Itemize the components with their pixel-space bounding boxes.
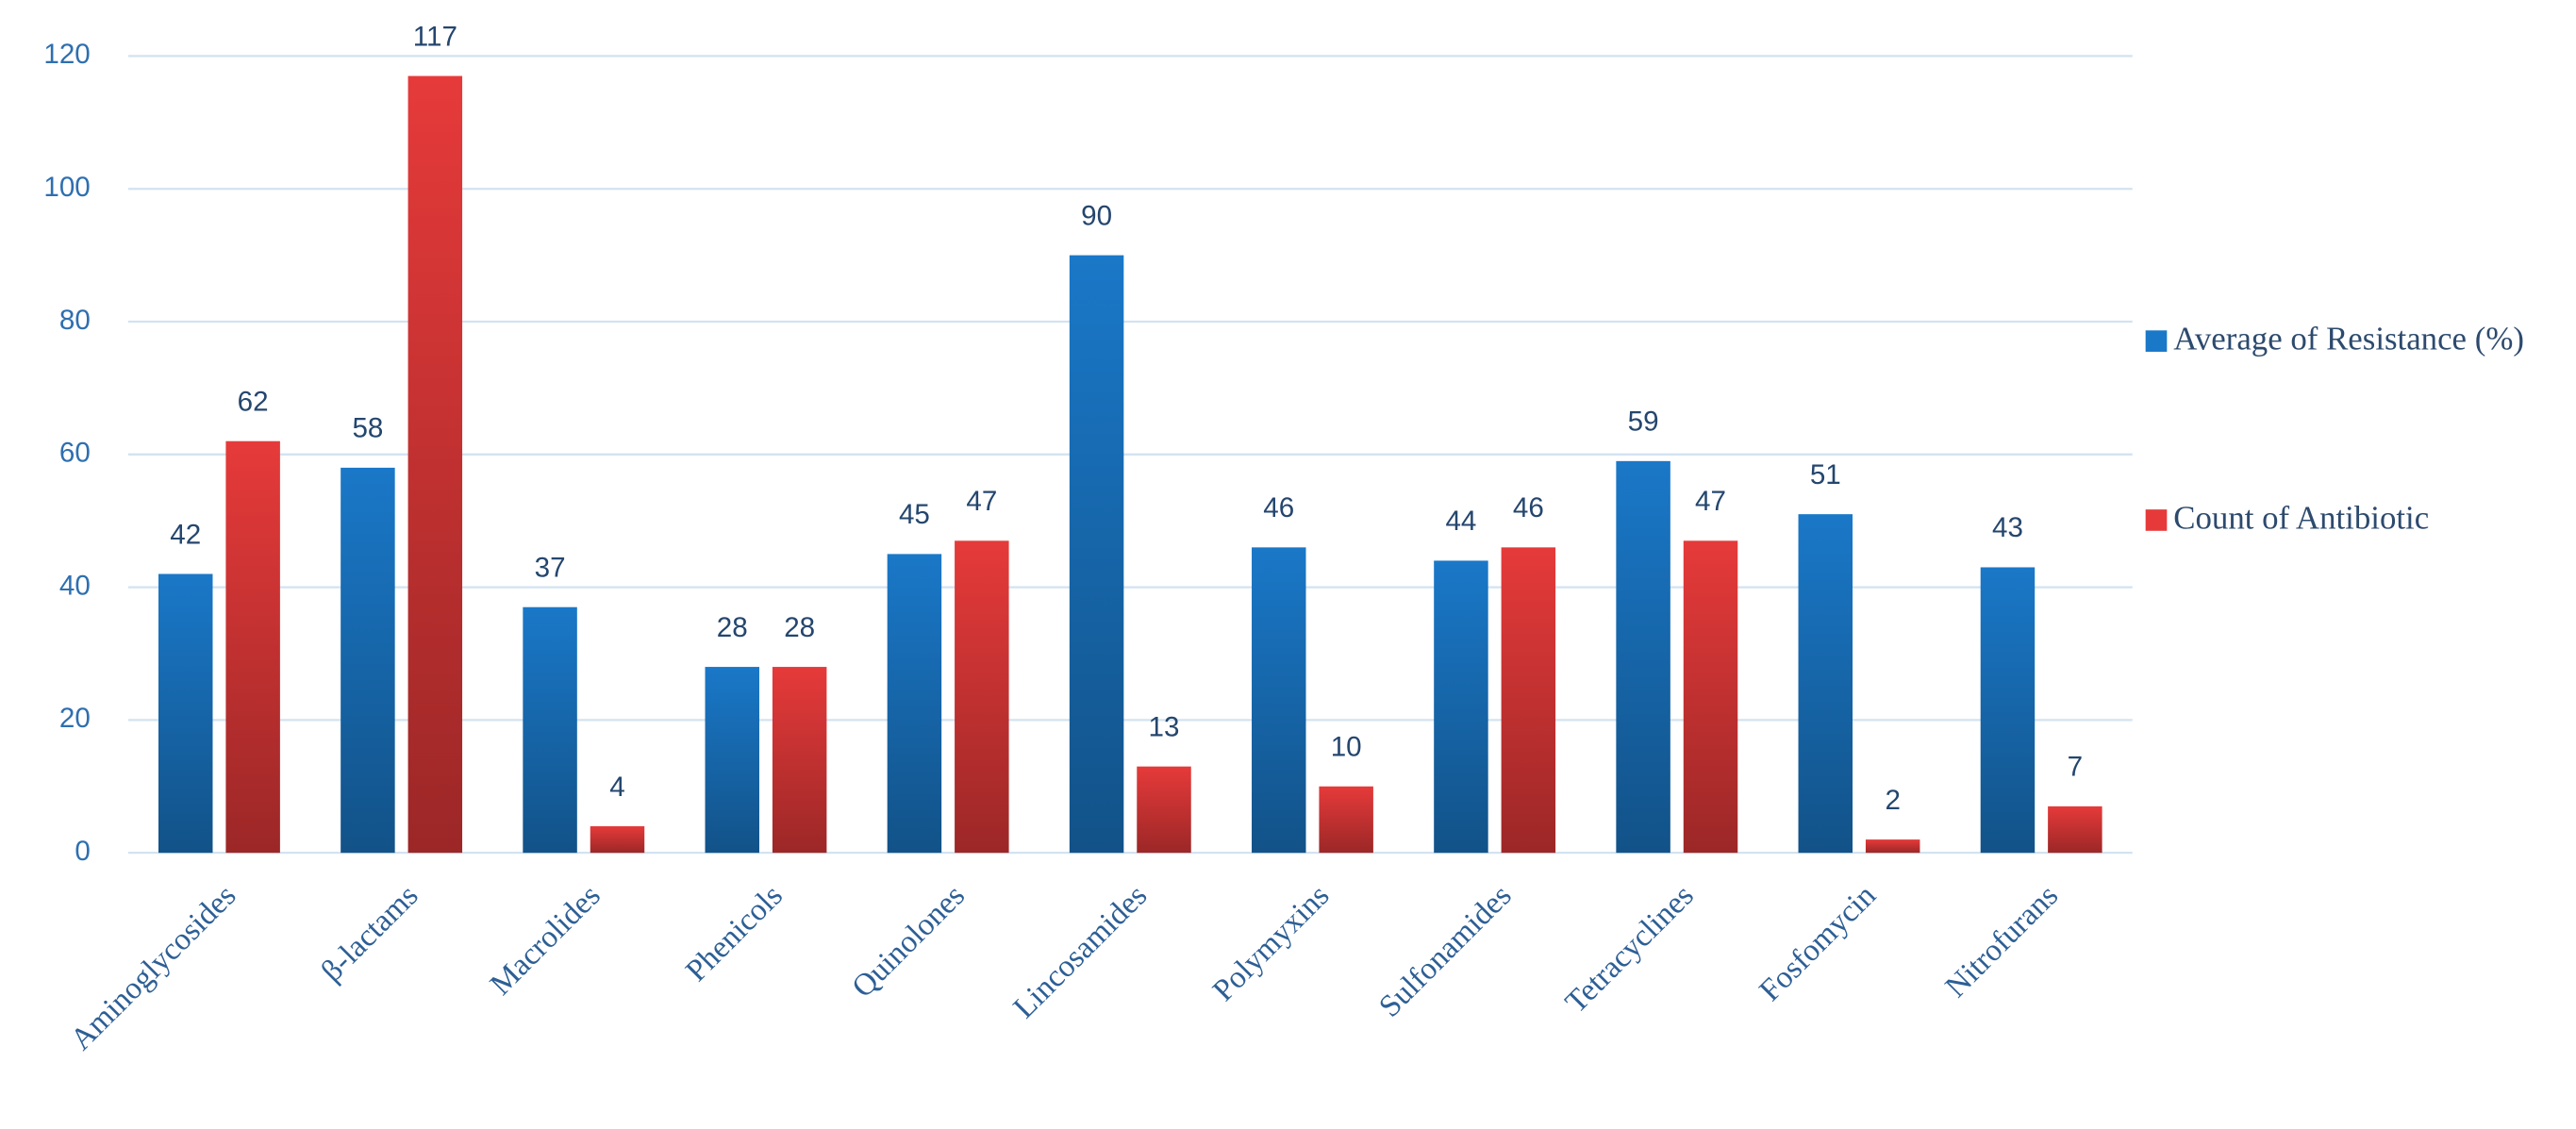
bar	[341, 467, 395, 854]
x-tick-label: Nitrofurans	[1939, 879, 2065, 1004]
value-label: 47	[1695, 486, 1726, 517]
bar	[705, 667, 759, 854]
y-tick-label: 20	[59, 703, 91, 734]
y-tick-label: 60	[59, 438, 91, 469]
value-label: 2	[1885, 785, 1900, 816]
legend-swatch	[2145, 509, 2168, 531]
value-label: 4	[609, 772, 624, 803]
x-tick-label: Aminoglycosides	[64, 879, 242, 1057]
value-label: 47	[966, 486, 997, 517]
y-tick-label: 0	[75, 836, 90, 867]
x-tick-label: Sulfonamides	[1373, 879, 1519, 1024]
y-tick-label: 40	[59, 570, 91, 601]
x-tick-label: Phenicols	[679, 879, 789, 988]
bar	[1683, 540, 1738, 854]
bar	[1137, 766, 1191, 854]
bar	[887, 554, 942, 854]
x-tick-label: β-lactams	[315, 879, 425, 989]
value-label: 45	[899, 499, 930, 530]
bar	[1252, 547, 1306, 854]
y-tick-label: 120	[43, 39, 90, 70]
bar	[1434, 560, 1488, 854]
x-tick-label: Quinolones	[846, 879, 972, 1004]
value-label: 46	[1263, 492, 1294, 523]
bar	[1865, 839, 1920, 854]
bar	[158, 573, 213, 854]
value-label: 117	[413, 21, 457, 52]
bar	[225, 440, 280, 854]
bar	[1616, 460, 1670, 854]
bar	[955, 540, 1009, 854]
y-tick-label: 80	[59, 305, 91, 336]
bar	[1319, 786, 1373, 854]
value-label: 10	[1331, 732, 1362, 763]
x-tick-label: Fosfomycin	[1753, 878, 1884, 1008]
value-label: 28	[717, 612, 748, 643]
value-label: 62	[238, 386, 269, 417]
value-label: 28	[784, 612, 815, 643]
value-label: 90	[1081, 200, 1112, 231]
value-label: 13	[1149, 711, 1180, 742]
bar	[1980, 567, 2036, 854]
bar	[1798, 514, 1853, 854]
value-label: 42	[170, 519, 201, 550]
bar	[1069, 255, 1124, 854]
x-tick-label: Tetracyclines	[1559, 879, 1701, 1021]
x-tick-label: Polymyxins	[1206, 879, 1336, 1008]
value-label: 44	[1445, 506, 1476, 537]
value-label: 7	[2068, 752, 2083, 783]
x-tick-label: Lincosamides	[1007, 879, 1154, 1025]
value-label: 43	[1992, 512, 2023, 543]
bar	[523, 606, 577, 854]
bar	[590, 826, 645, 854]
value-label: 46	[1513, 492, 1544, 523]
bar	[2048, 805, 2102, 854]
legend-label: Average of Resistance (%)	[2173, 320, 2524, 357]
value-label: 51	[1810, 459, 1841, 490]
value-label: 37	[535, 552, 566, 583]
value-label: 59	[1628, 407, 1659, 438]
y-tick-label: 100	[43, 172, 90, 203]
bar	[1501, 547, 1556, 854]
bar	[407, 75, 463, 854]
x-tick-label: Macrolides	[484, 879, 607, 1003]
value-label: 58	[352, 413, 383, 444]
legend-label: Count of Antibiotic	[2173, 499, 2429, 536]
legend-swatch	[2145, 330, 2168, 352]
bar	[772, 667, 827, 854]
